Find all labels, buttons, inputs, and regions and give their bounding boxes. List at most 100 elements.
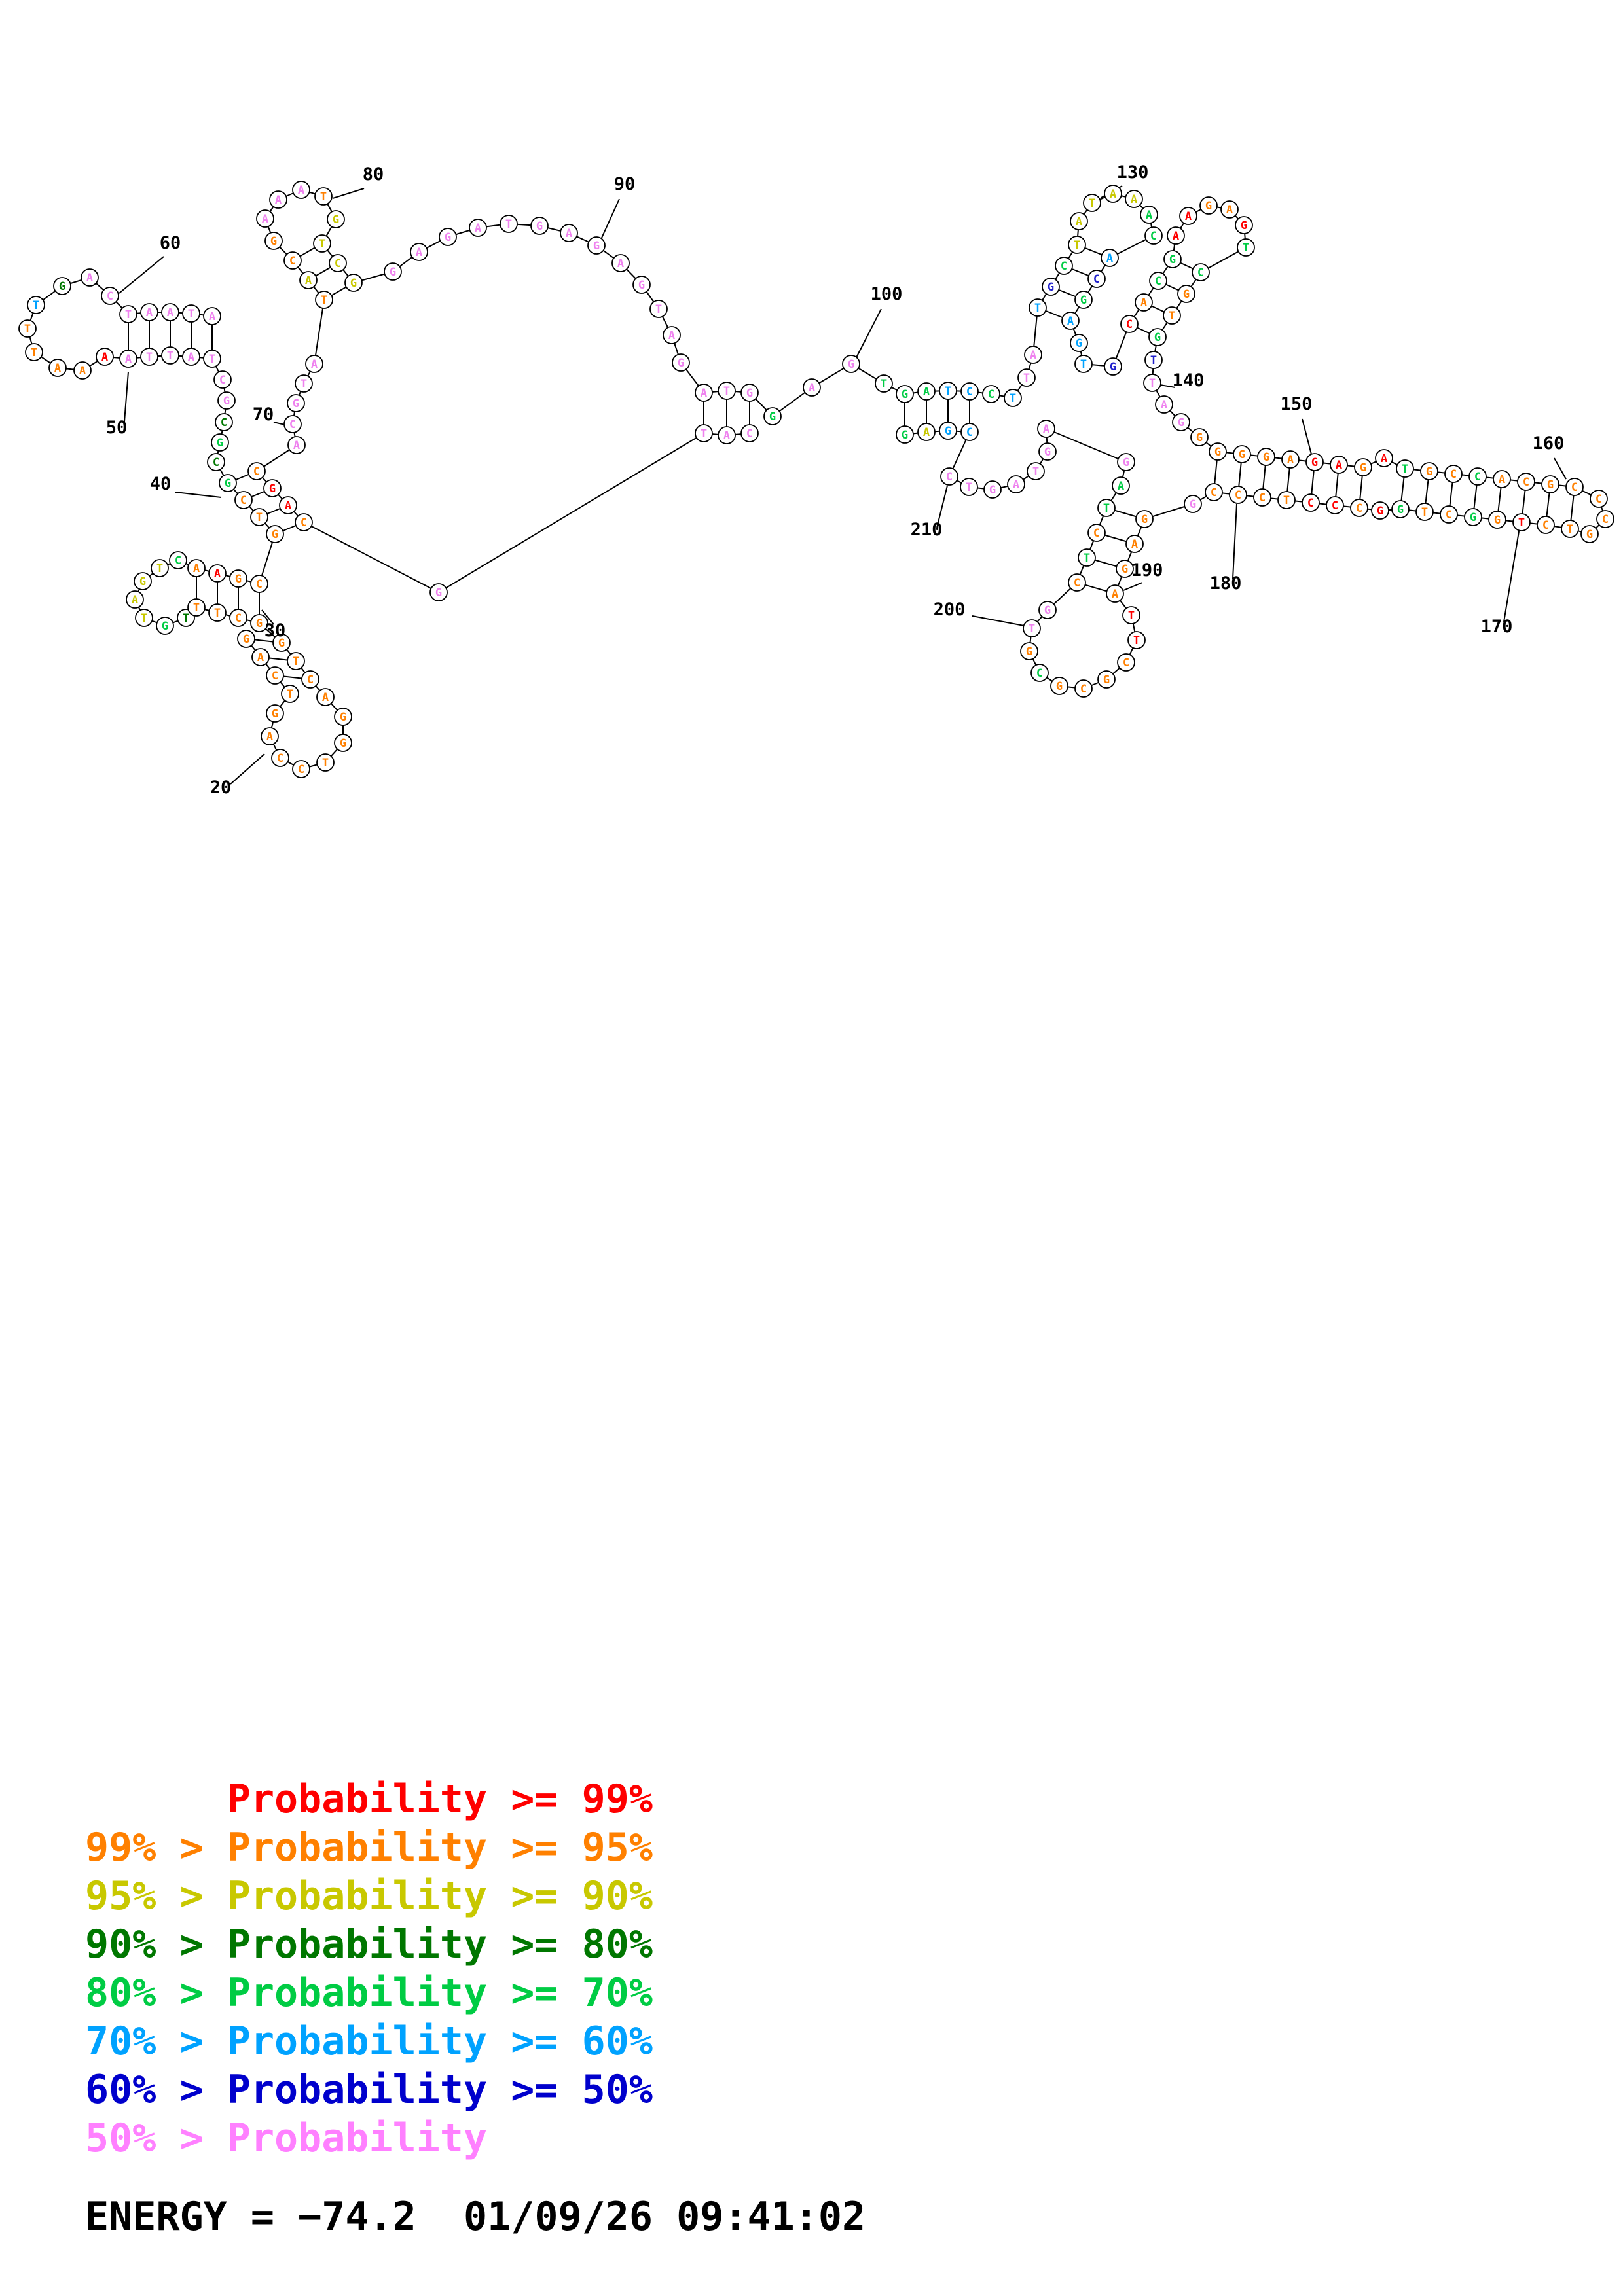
nucleotide-circle (287, 394, 305, 412)
nucleotide: C (1596, 510, 1614, 528)
label-leader-line (854, 308, 882, 361)
nucleotide: T (1074, 355, 1093, 373)
nucleotide: A (410, 243, 428, 261)
legend-line: 95% > Probability >= 90% (85, 1873, 653, 1919)
nucleotide: A (560, 224, 578, 242)
nucleotide: G (53, 277, 71, 295)
base-letter: A (1106, 252, 1113, 265)
label-leader-line (230, 753, 265, 785)
base-letter: C (1474, 471, 1481, 484)
nucleotide-circle (1004, 389, 1022, 407)
base-letter: A (1140, 296, 1147, 310)
nucleotide-circle (1149, 272, 1167, 290)
nucleotide-circle (1030, 664, 1049, 682)
position-label: 70 (253, 404, 274, 425)
nucleotide: G (266, 704, 284, 723)
base-letter: C (221, 416, 227, 429)
nucleotide-circle (287, 652, 305, 670)
nucleotide: G (384, 262, 402, 281)
base-letter: A (1499, 473, 1505, 486)
nucleotide-circle (315, 291, 333, 309)
base-letter: G (390, 266, 396, 279)
base-letter: A (125, 353, 132, 366)
nucleotide-circle (266, 666, 284, 685)
nucleotide: G (1177, 285, 1195, 303)
base-letter: G (638, 279, 645, 292)
nucleotide-circle (229, 569, 247, 588)
nucleotide-circle (960, 423, 979, 441)
base-letter: G (1397, 503, 1404, 516)
nucleotide: A (1104, 185, 1122, 203)
base-letter: A (1110, 188, 1116, 201)
base-letter: G (1044, 446, 1051, 459)
base-letter: C (966, 386, 973, 399)
nucleotide: T (135, 609, 153, 627)
nucleotide: C (283, 251, 302, 270)
nucleotide-circle (439, 228, 457, 246)
base-letter: T (141, 612, 147, 625)
base-letter: G (272, 528, 278, 541)
position-label: 100 (871, 284, 903, 304)
nucleotide: G (272, 634, 291, 652)
nucleotide: G (1042, 278, 1060, 296)
nucleotide-circle (1055, 257, 1073, 275)
nucleotide: T (1017, 368, 1036, 387)
base-letter: C (1123, 656, 1129, 670)
nucleotide: T (316, 753, 335, 772)
nucleotide-circle (917, 423, 936, 441)
nucleotide: T (1127, 631, 1146, 649)
position-label: 80 (363, 164, 384, 185)
position-label: 60 (160, 233, 181, 253)
base-letter: C (335, 257, 341, 270)
nucleotide: A (269, 190, 287, 209)
legend-line: 80% > Probability >= 70% (85, 1970, 653, 2016)
nucleotide: A (96, 348, 114, 366)
nucleotide-circle (1464, 508, 1482, 526)
nucleotide-circle (295, 374, 313, 393)
nucleotide-circle (1375, 449, 1393, 467)
nucleotide-circle (1257, 448, 1275, 466)
nucleotide-circle (287, 436, 306, 454)
label-leader-line (1302, 418, 1312, 455)
nucleotide-circle (1167, 226, 1185, 245)
base-letter: T (209, 353, 215, 366)
nucleotide: A (316, 688, 335, 706)
base-letter: T (31, 346, 37, 359)
nucleotide-circle (1070, 334, 1088, 352)
nucleotide: A (1070, 212, 1088, 230)
position-label: 30 (264, 620, 286, 641)
nucleotide: G (842, 355, 860, 373)
nucleotide: G (439, 228, 457, 246)
nucleotide-circle (1027, 462, 1045, 480)
nucleotide: A (182, 348, 200, 366)
base-letter: C (272, 670, 278, 683)
nucleotide: C (960, 382, 979, 401)
nucleotide-circle (1144, 351, 1163, 369)
nucleotide: T (875, 374, 893, 393)
nucleotide-circle (269, 190, 287, 209)
nucleotide-circle (208, 564, 227, 583)
nucleotide: C (101, 287, 119, 305)
nucleotide: T (1415, 503, 1434, 521)
base-letter: A (209, 310, 215, 323)
base-letter: G (1377, 505, 1383, 518)
nucleotide-circle (229, 609, 247, 627)
base-letter: G (536, 220, 543, 233)
nucleotide-circle (695, 384, 713, 402)
base-letter: C (1080, 683, 1087, 696)
label-leader-line (972, 615, 1025, 626)
base-letter: G (235, 573, 242, 586)
nucleotide: C (1253, 488, 1271, 507)
nucleotide-circle (1087, 524, 1106, 542)
nucleotide: G (1184, 495, 1202, 513)
base-letter: T (1283, 494, 1290, 507)
nucleotide: A (187, 559, 206, 577)
base-letter: A (1112, 588, 1118, 601)
base-letter: G (769, 410, 776, 423)
nucleotide: A (161, 303, 179, 321)
backbone-bond (438, 433, 704, 593)
nucleotide: A (917, 382, 936, 401)
nucleotide: T (939, 382, 957, 400)
base-letter: G (1241, 219, 1247, 232)
nucleotide: G (1148, 328, 1167, 346)
